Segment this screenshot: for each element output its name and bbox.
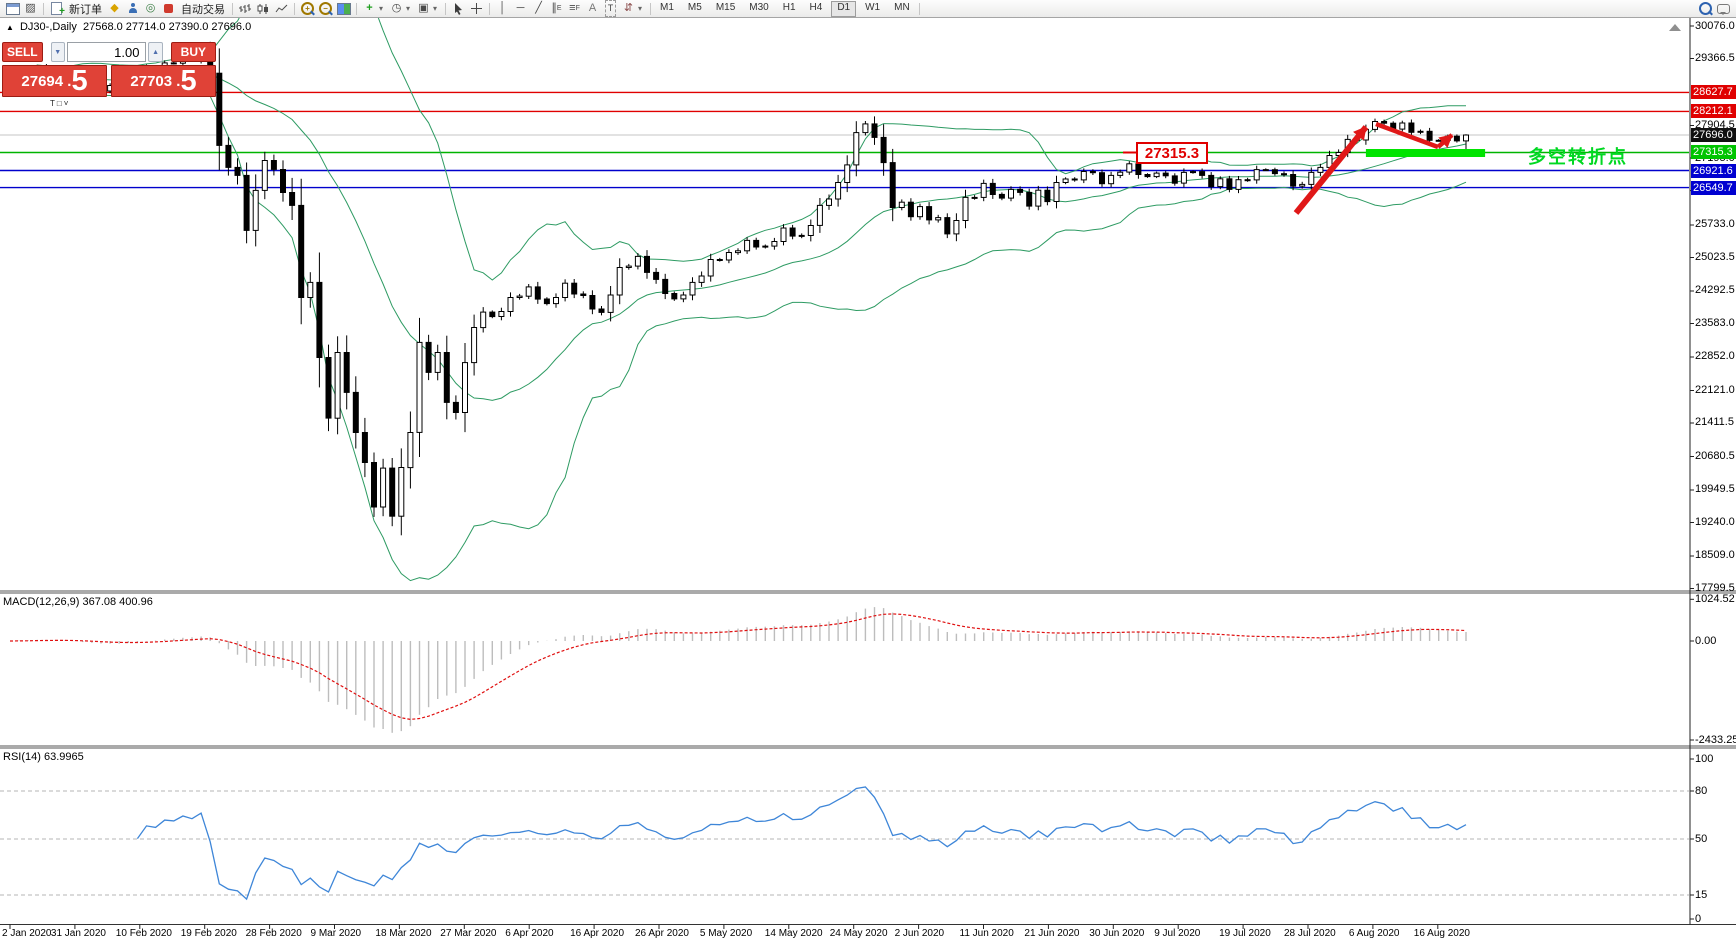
bar-chart-icon[interactable] bbox=[237, 1, 254, 16]
indicators-add-icon[interactable]: + bbox=[366, 2, 373, 14]
timeframe-H1[interactable]: H1 bbox=[782, 1, 796, 13]
signals-icon[interactable]: ◎ bbox=[145, 2, 156, 14]
text-label-icon[interactable]: T bbox=[602, 0, 619, 17]
chart-title: ▲ DJ30-,Daily 27568.0 27714.0 27390.0 27… bbox=[6, 21, 251, 33]
buy-price[interactable]: 27703 . 5 bbox=[111, 65, 216, 97]
horizontal-line-icon[interactable]: ─ bbox=[516, 2, 525, 14]
rsi-label: RSI(14) 63.9965 bbox=[3, 751, 84, 763]
timeframe-W1[interactable]: W1 bbox=[865, 1, 881, 13]
text-tool-icon[interactable]: A bbox=[588, 2, 597, 14]
bounce-arrow bbox=[1436, 133, 1454, 149]
timeframe-M15[interactable]: M15 bbox=[715, 1, 736, 13]
trendline-icon[interactable]: ╱ bbox=[535, 2, 542, 14]
timeframe-MN[interactable]: MN bbox=[894, 1, 910, 13]
scroll-end-marker bbox=[1669, 24, 1681, 31]
volume-increase-button[interactable]: ▲ bbox=[148, 42, 163, 62]
toolbar: ▨ 新订单 ◆ ◎ 自动交易 + − + ▾ ◷ ▾ ▣ ▾ bbox=[0, 0, 1736, 19]
rsi-panel bbox=[0, 786, 1689, 901]
timeframe-D1[interactable]: D1 bbox=[831, 0, 857, 17]
chart-symbol-period: DJ30-,Daily bbox=[19, 21, 77, 33]
crosshair-icon[interactable] bbox=[468, 1, 485, 16]
autotrading-icon[interactable] bbox=[160, 1, 177, 16]
cursor-icon[interactable] bbox=[450, 1, 467, 16]
channel-icon[interactable]: ∥ E bbox=[551, 2, 562, 14]
sell-price-main: 27694 . bbox=[21, 73, 72, 90]
arrows-dropdown-icon[interactable]: ▾ bbox=[638, 4, 643, 13]
buy-price-frac: 5 bbox=[180, 65, 197, 97]
toolbar-separator bbox=[43, 2, 44, 15]
templates-icon[interactable]: ▣ bbox=[418, 2, 429, 14]
rsi-line bbox=[136, 786, 1467, 901]
chart-profile-icon[interactable]: ▨ bbox=[25, 2, 36, 14]
macd-signal-line bbox=[9, 613, 1467, 721]
vertical-line-icon[interactable]: │ bbox=[499, 2, 506, 14]
candlestick-icon[interactable] bbox=[255, 1, 272, 16]
sell-price-frac: 5 bbox=[71, 65, 88, 97]
sell-button[interactable]: SELL bbox=[2, 42, 43, 62]
fibonacci-icon[interactable]: ≡ F bbox=[569, 2, 580, 14]
toolbar-separator bbox=[445, 2, 446, 15]
tile-windows-icon[interactable] bbox=[335, 1, 352, 16]
pivot-highlight-zone bbox=[1365, 149, 1486, 157]
toolbar-separator bbox=[294, 2, 295, 15]
one-click-trading-panel: SELL ▼ 1.00 ▲ BUY 27694 . 5 27703 . 5 bbox=[2, 42, 217, 97]
macd-panel bbox=[9, 607, 1467, 733]
autotrading-button[interactable]: 自动交易 bbox=[181, 3, 225, 16]
sell-price[interactable]: 27694 . 5 bbox=[2, 65, 107, 97]
chart-ohlc-values: 27568.0 27714.0 27390.0 27696.0 bbox=[82, 21, 252, 33]
periods-dropdown-icon[interactable]: ▾ bbox=[406, 4, 411, 13]
volume-input[interactable]: 1.00 bbox=[66, 42, 147, 62]
toolbar-separator bbox=[650, 2, 651, 15]
bb-upper bbox=[19, 18, 1466, 281]
volume-decrease-button[interactable]: ▼ bbox=[50, 42, 65, 62]
pivot-price-callout[interactable]: 27315.3 bbox=[1136, 142, 1208, 164]
buy-price-main: 27703 . bbox=[130, 73, 181, 90]
timeframe-M1[interactable]: M1 bbox=[660, 1, 674, 13]
zoom-in-icon[interactable]: + bbox=[299, 1, 316, 16]
buy-button[interactable]: BUY bbox=[170, 42, 217, 62]
bb-lower bbox=[19, 77, 1467, 582]
periods-clock-icon[interactable]: ◷ bbox=[391, 2, 402, 14]
new-chart-icon[interactable] bbox=[4, 1, 21, 16]
axis-lines bbox=[0, 17, 1736, 929]
turning-point-note: 多空转折点 bbox=[1528, 147, 1628, 167]
timeframe-M5[interactable]: M5 bbox=[687, 1, 702, 13]
toolbar-separator bbox=[232, 2, 233, 15]
line-chart-icon[interactable] bbox=[273, 1, 290, 16]
templates-dropdown-icon[interactable]: ▾ bbox=[433, 4, 438, 13]
up-trend-arrow bbox=[1293, 125, 1369, 215]
symbols-icon[interactable]: ◆ bbox=[110, 2, 119, 14]
macd-label: MACD(12,26,9) 367.08 400.96 bbox=[3, 596, 153, 608]
new-order-button[interactable]: 新订单 bbox=[69, 3, 102, 16]
main-panel bbox=[0, 18, 1689, 582]
timeframe-bar: M1 M5 M15 M30 H1 H4 D1 W1 MN bbox=[655, 0, 915, 17]
bb-middle bbox=[19, 71, 1467, 401]
search-icon[interactable] bbox=[1697, 1, 1714, 16]
zoom-out-icon[interactable]: − bbox=[317, 1, 334, 16]
timeframe-M30[interactable]: M30 bbox=[749, 1, 769, 13]
toolbar-separator bbox=[489, 2, 490, 15]
toolbar-separator bbox=[356, 2, 357, 15]
timeframe-H4[interactable]: H4 bbox=[809, 1, 823, 13]
chat-icon[interactable] bbox=[1715, 1, 1732, 16]
depth-of-market-icon[interactable] bbox=[124, 1, 141, 16]
new-order-icon[interactable] bbox=[48, 1, 65, 19]
pullback-line bbox=[1375, 121, 1439, 150]
indicators-dropdown-icon[interactable]: ▾ bbox=[379, 4, 384, 13]
collapse-icon[interactable]: ▲ bbox=[6, 23, 14, 32]
chart-object-markers: T□˅ bbox=[50, 99, 71, 108]
arrows-tool-icon[interactable]: ⇵ bbox=[623, 2, 634, 14]
toolbar-separator bbox=[918, 2, 920, 15]
